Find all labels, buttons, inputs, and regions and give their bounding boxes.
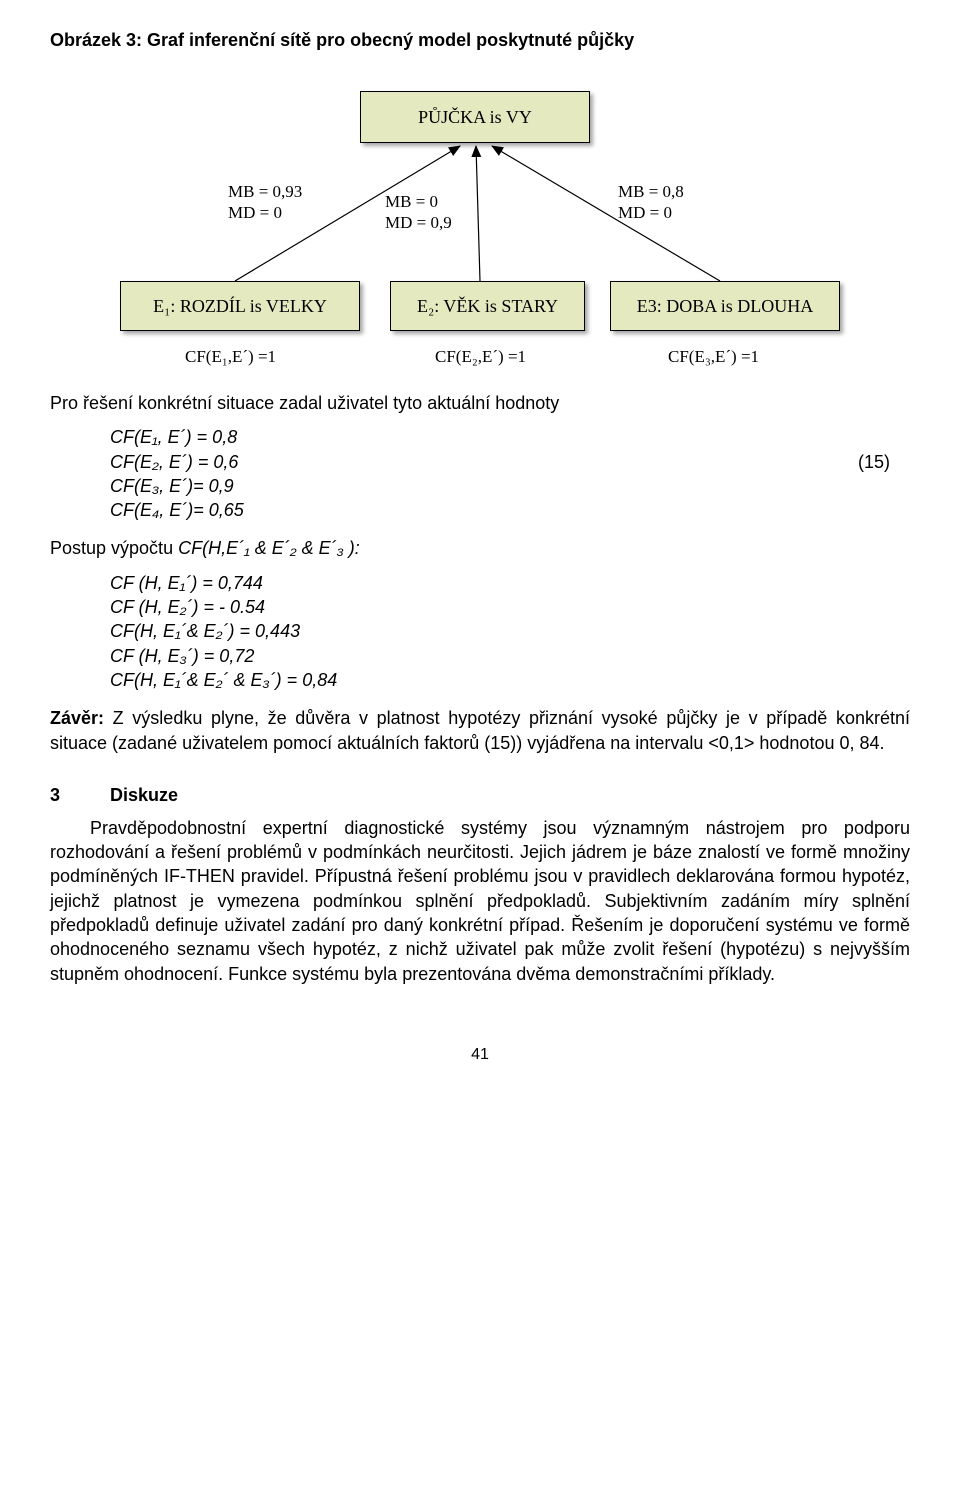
node-label: E₁: ROZDÍL is VELKY <box>153 296 327 317</box>
inference-diagram: PŮJČKA is VY E₁: ROZDÍL is VELKY E₂: VĚK… <box>50 71 910 371</box>
edge-label-right: MB = 0,8 MD = 0 <box>618 181 684 224</box>
calc-line: CF (H, E₁´) = 0,744 <box>110 571 910 595</box>
calc-line: CF(H, E₁´& E₂´ & E₃´) = 0,84 <box>110 668 910 692</box>
md-value: MD = 0 <box>228 202 302 223</box>
page-number: 41 <box>50 1046 910 1064</box>
node-label: E3: DOBA is DLOUHA <box>637 296 814 317</box>
edge-label-mid: MB = 0 MD = 0,9 <box>385 191 452 234</box>
node-label: E₂: VĚK is STARY <box>417 296 558 317</box>
mb-value: MB = 0 <box>385 191 452 212</box>
calc-line: CF (H, E₃´) = 0,72 <box>110 644 910 668</box>
conclusion-label: Závěr: <box>50 708 104 728</box>
intro-text: Pro řešení konkrétní situace zadal uživa… <box>50 391 910 415</box>
calc-block-1: CF(E₁, E´) = 0,8 CF(E₂, E´) = 0,6 (15) CF… <box>110 425 910 522</box>
section-title: Diskuze <box>110 785 178 805</box>
postup-formula: CF(H,E´₁ & E´₂ & E´₃ ): <box>178 538 360 558</box>
node-right: E3: DOBA is DLOUHA <box>610 281 840 331</box>
mb-value: MB = 0,93 <box>228 181 302 202</box>
node-left: E₁: ROZDÍL is VELKY <box>120 281 360 331</box>
calc-line: CF(E₁, E´) = 0,8 <box>110 425 237 449</box>
calc-block-2: CF (H, E₁´) = 0,744 CF (H, E₂´) = - 0.54… <box>110 571 910 692</box>
md-value: MD = 0,9 <box>385 212 452 233</box>
node-label: PŮJČKA is VY <box>418 107 532 128</box>
cf-label-left: CF(E₁,E´) =1 <box>185 347 276 367</box>
calc-line: CF(H, E₁´& E₂´) = 0,443 <box>110 619 910 643</box>
cf-label-right: CF(E₃,E´) =1 <box>668 347 759 367</box>
edge-label-left: MB = 0,93 MD = 0 <box>228 181 302 224</box>
section-number: 3 <box>50 785 110 806</box>
calc-line: CF(E₃, E´)= 0,9 <box>110 474 234 498</box>
node-mid: E₂: VĚK is STARY <box>390 281 585 331</box>
equation-number: (15) <box>858 450 910 474</box>
md-value: MD = 0 <box>618 202 684 223</box>
conclusion-text: Z výsledku plyne, že důvěra v platnost h… <box>50 708 910 752</box>
calc-line: CF (H, E₂´) = - 0.54 <box>110 595 910 619</box>
section-heading: 3Diskuze <box>50 785 910 806</box>
calc-line: CF(E₄, E´)= 0,65 <box>110 498 244 522</box>
postup-text: Postup výpočtu CF(H,E´₁ & E´₂ & E´₃ ): <box>50 536 910 560</box>
cf-label-mid: CF(E₂,E´) =1 <box>435 347 526 367</box>
discussion-paragraph: Pravděpodobnostní expertní diagnostické … <box>50 816 910 986</box>
postup-prefix: Postup výpočtu <box>50 538 178 558</box>
figure-title: Obrázek 3: Graf inferenční sítě pro obec… <box>50 30 910 51</box>
calc-line: CF(E₂, E´) = 0,6 <box>110 450 238 474</box>
conclusion-paragraph: Závěr: Z výsledku plyne, že důvěra v pla… <box>50 706 910 755</box>
node-root: PŮJČKA is VY <box>360 91 590 143</box>
mb-value: MB = 0,8 <box>618 181 684 202</box>
